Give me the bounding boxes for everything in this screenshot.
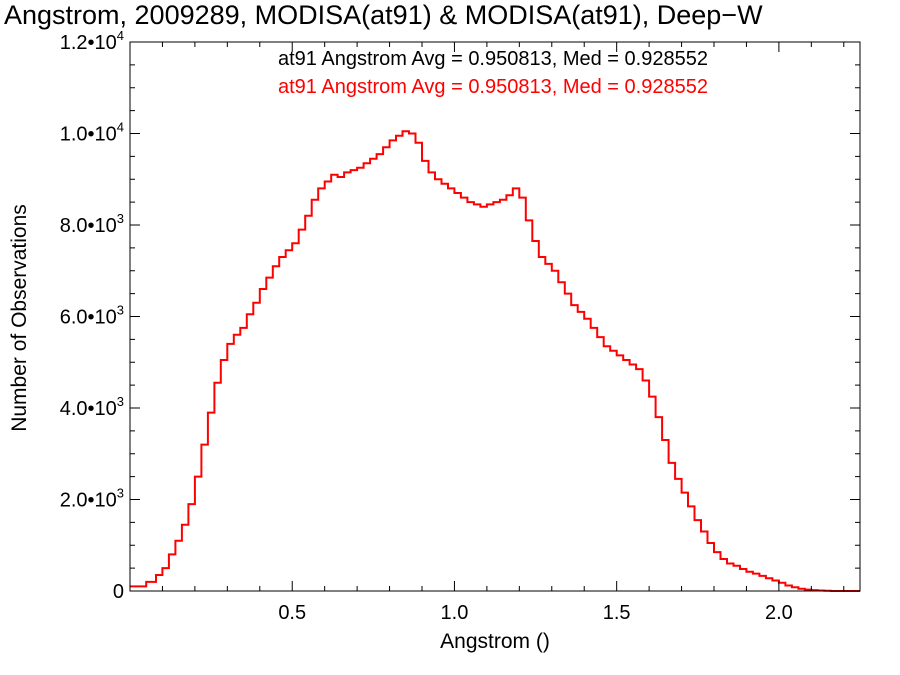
x-tick-label: 1.0 — [441, 602, 469, 624]
y-tick-label: 0 — [113, 581, 124, 603]
series-line-0 — [130, 130, 860, 592]
chart-title: Angstrom, 2009289, MODISA(at91) & MODISA… — [4, 0, 763, 30]
x-axis-ticks: 0.5 1.0 1.5 2.0 — [161, 42, 845, 624]
plot-frame — [129, 41, 861, 592]
x-tick-label: 1.5 — [603, 602, 631, 624]
legend-entry-red: at91 Angstrom Avg = 0.950813, Med = 0.92… — [278, 76, 708, 98]
legend-entry-black: at91 Angstrom Avg = 0.950813, Med = 0.92… — [278, 48, 708, 70]
y-axis-ticks: 0 2.0•103 4.0•103 6.0•103 8.0•103 1.0•104 1.2•… — [60, 28, 860, 603]
y-tick-label: 1.0•104 — [60, 120, 124, 146]
y-axis-label: Number of Observations — [8, 204, 31, 432]
x-axis-label: Angstrom () — [440, 630, 550, 653]
x-tick-label: 2.0 — [765, 602, 793, 624]
y-tick-label: 8.0•103 — [60, 211, 124, 237]
y-tick-label: 4.0•103 — [60, 394, 124, 420]
y-tick-label: 1.2•104 — [60, 28, 124, 54]
y-tick-label: 2.0•103 — [60, 486, 124, 512]
y-tick-label: 6.0•103 — [60, 303, 124, 329]
x-tick-label: 0.5 — [278, 602, 306, 624]
chart-marks — [130, 130, 860, 592]
